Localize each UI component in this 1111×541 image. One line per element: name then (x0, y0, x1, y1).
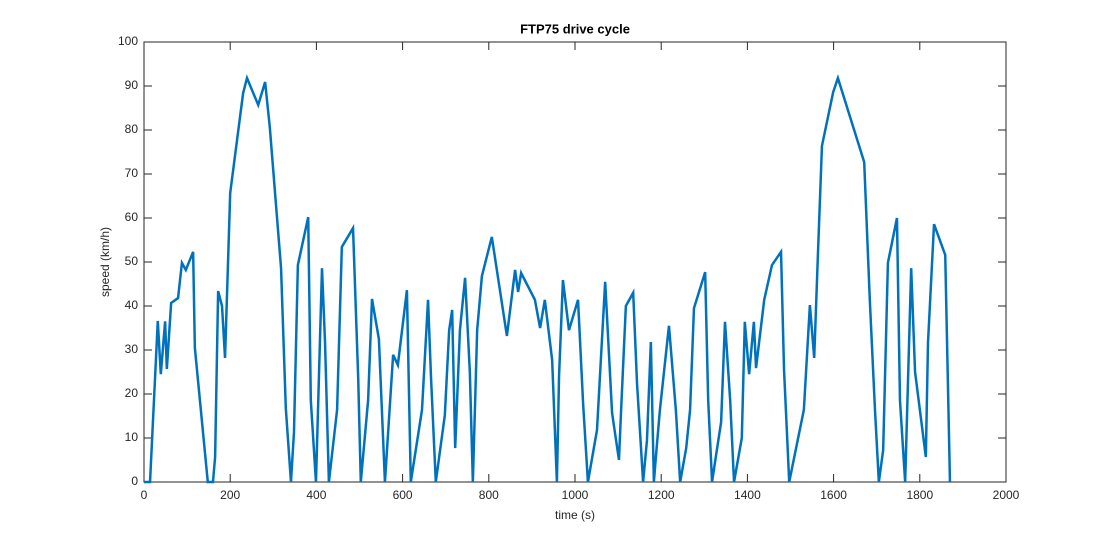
y-tick-label: 30 (125, 342, 139, 356)
x-tick-label: 0 (141, 488, 148, 502)
x-tick-label: 2000 (993, 488, 1020, 502)
y-tick-label: 90 (125, 78, 139, 92)
y-tick-label: 50 (125, 254, 139, 268)
y-tick-label: 60 (125, 210, 139, 224)
x-tick-label: 1000 (562, 488, 589, 502)
x-tick-label: 400 (306, 488, 326, 502)
x-tick-label: 1800 (906, 488, 933, 502)
y-axis-label: speed (km/h) (98, 227, 112, 297)
x-tick-label: 1200 (648, 488, 675, 502)
chart-title: FTP75 drive cycle (520, 21, 630, 36)
x-tick-label: 1600 (820, 488, 847, 502)
y-tick-label: 40 (125, 298, 139, 312)
data-line (144, 74, 952, 484)
x-tick-label: 600 (393, 488, 413, 502)
y-tick-label: 10 (125, 430, 139, 444)
y-tick-label: 0 (131, 474, 138, 488)
x-tick-label: 200 (220, 488, 240, 502)
y-tick-label: 70 (125, 166, 139, 180)
y-tick-label: 80 (125, 122, 139, 136)
y-tick-label: 20 (125, 386, 139, 400)
y-tick-label: 100 (118, 34, 138, 48)
x-tick-label: 1400 (734, 488, 761, 502)
x-tick-label: 800 (479, 488, 499, 502)
x-axis-label: time (s) (555, 508, 595, 522)
plot-area (143, 41, 1007, 483)
